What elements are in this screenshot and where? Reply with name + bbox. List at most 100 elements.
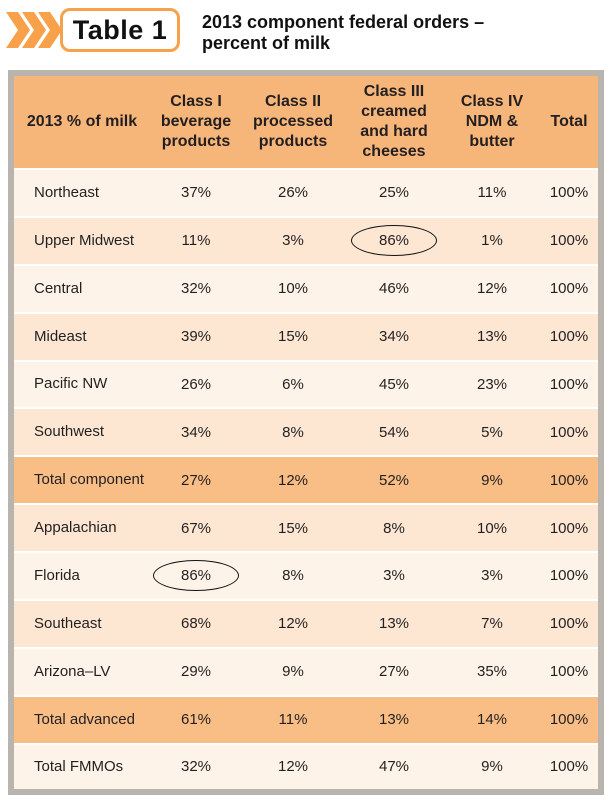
- table-cell: 52%: [344, 455, 444, 505]
- row-label: Arizona–LV: [14, 646, 150, 696]
- table-cell: 3%: [344, 551, 444, 600]
- row-label: Total component: [14, 455, 150, 505]
- table-cell: 10%: [444, 503, 540, 552]
- table-row: Mideast 39% 15% 34% 13% 100%: [14, 311, 598, 361]
- table-cell: 32%: [150, 263, 242, 313]
- table-cell: 68%: [150, 598, 242, 648]
- table-cell: 8%: [242, 407, 344, 457]
- circled-value: 86%: [152, 560, 240, 592]
- column-header: Class II processed products: [242, 76, 344, 170]
- table-cell: 6%: [242, 359, 344, 409]
- table-cell: 86%: [344, 215, 444, 265]
- table-cell: 25%: [344, 168, 444, 217]
- table-cell: 15%: [242, 503, 344, 552]
- table-header: Table 1 2013 component federal orders – …: [0, 0, 610, 62]
- table-cell: 1%: [444, 215, 540, 265]
- table-cell: 12%: [242, 455, 344, 505]
- table-cell: 32%: [150, 742, 242, 789]
- table-row: Pacific NW 26% 6% 45% 23% 100%: [14, 359, 598, 409]
- table-title-line-2: percent of milk: [202, 33, 331, 53]
- table-cell: 11%: [242, 694, 344, 744]
- table-cell: 11%: [444, 168, 540, 217]
- table-cell: 47%: [344, 742, 444, 789]
- table-cell: 100%: [540, 407, 598, 457]
- row-label: Upper Midwest: [14, 215, 150, 265]
- data-table: 2013 % of milk Class I beverage products…: [14, 76, 598, 789]
- table-cell: 27%: [344, 646, 444, 696]
- table-cell: 9%: [444, 742, 540, 789]
- table-cell: 35%: [444, 646, 540, 696]
- table-cell: 26%: [242, 168, 344, 217]
- circled-value: 86%: [350, 225, 438, 257]
- table-cell: 46%: [344, 263, 444, 313]
- row-label: Florida: [14, 551, 150, 600]
- table-cell: 7%: [444, 598, 540, 648]
- table-cell: 100%: [540, 503, 598, 552]
- row-label: Total FMMOs: [14, 742, 150, 789]
- table-cell: 34%: [344, 311, 444, 361]
- row-label: Northeast: [14, 168, 150, 217]
- chevron-arrows-icon: [6, 12, 62, 48]
- table-cell: 45%: [344, 359, 444, 409]
- table-cell: 5%: [444, 407, 540, 457]
- table-cell: 9%: [242, 646, 344, 696]
- table-cell: 100%: [540, 598, 598, 648]
- table-cell: 37%: [150, 168, 242, 217]
- table-cell: 8%: [344, 503, 444, 552]
- row-label: Southwest: [14, 407, 150, 457]
- table-cell: 9%: [444, 455, 540, 505]
- table-cell: 14%: [444, 694, 540, 744]
- table-cell: 100%: [540, 694, 598, 744]
- table-cell: 100%: [540, 263, 598, 313]
- table-cell: 100%: [540, 215, 598, 265]
- table-cell: 3%: [242, 215, 344, 265]
- table-cell: 61%: [150, 694, 242, 744]
- table-title-line-1: 2013 component federal orders –: [202, 12, 485, 32]
- row-label: Central: [14, 263, 150, 313]
- table-cell: 100%: [540, 311, 598, 361]
- table-cell: 100%: [540, 455, 598, 505]
- table-cell: 12%: [242, 598, 344, 648]
- table-cell: 34%: [150, 407, 242, 457]
- table-cell: 13%: [344, 598, 444, 648]
- row-label: Southeast: [14, 598, 150, 648]
- table-cell: 12%: [444, 263, 540, 313]
- table-cell: 3%: [444, 551, 540, 600]
- table-cell: 100%: [540, 742, 598, 789]
- table-cell: 29%: [150, 646, 242, 696]
- table-title: 2013 component federal orders – percent …: [202, 12, 502, 54]
- table-cell: 11%: [150, 215, 242, 265]
- table-cell: 15%: [242, 311, 344, 361]
- table-cell: 100%: [540, 168, 598, 217]
- table-row: Southeast 68% 12% 13% 7% 100%: [14, 598, 598, 648]
- column-header: Class I beverage products: [150, 76, 242, 170]
- row-label: Appalachian: [14, 503, 150, 552]
- table-badge-label: Table 1: [72, 14, 168, 45]
- column-header: Total: [540, 76, 598, 170]
- column-header: 2013 % of milk: [14, 76, 150, 170]
- table-row: Northeast 37% 26% 25% 11% 100%: [14, 168, 598, 217]
- table-cell: 8%: [242, 551, 344, 600]
- table-row: Southwest 34% 8% 54% 5% 100%: [14, 407, 598, 457]
- table-cell: 13%: [344, 694, 444, 744]
- row-label: Pacific NW: [14, 359, 150, 409]
- table-cell: 86%: [150, 551, 242, 600]
- table-cell: 100%: [540, 551, 598, 600]
- table-cell: 26%: [150, 359, 242, 409]
- column-header: Class III creamed and hard cheeses: [344, 76, 444, 170]
- table-cell: 54%: [344, 407, 444, 457]
- row-label: Total advanced: [14, 694, 150, 744]
- table-cell: 13%: [444, 311, 540, 361]
- table-row: Florida 86% 8% 3% 3% 100%: [14, 551, 598, 600]
- table-cell: 12%: [242, 742, 344, 789]
- table-row: Upper Midwest 11% 3% 86% 1% 100%: [14, 215, 598, 265]
- table-cell: 10%: [242, 263, 344, 313]
- table-frame: 2013 % of milk Class I beverage products…: [8, 70, 604, 795]
- table-cell: 67%: [150, 503, 242, 552]
- table-badge: Table 1: [60, 8, 180, 52]
- table-row: Total FMMOs 32% 12% 47% 9% 100%: [14, 742, 598, 789]
- table-row: Arizona–LV 29% 9% 27% 35% 100%: [14, 646, 598, 696]
- table-cell: 23%: [444, 359, 540, 409]
- table-cell: 100%: [540, 646, 598, 696]
- table-header-row: 2013 % of milk Class I beverage products…: [14, 76, 598, 170]
